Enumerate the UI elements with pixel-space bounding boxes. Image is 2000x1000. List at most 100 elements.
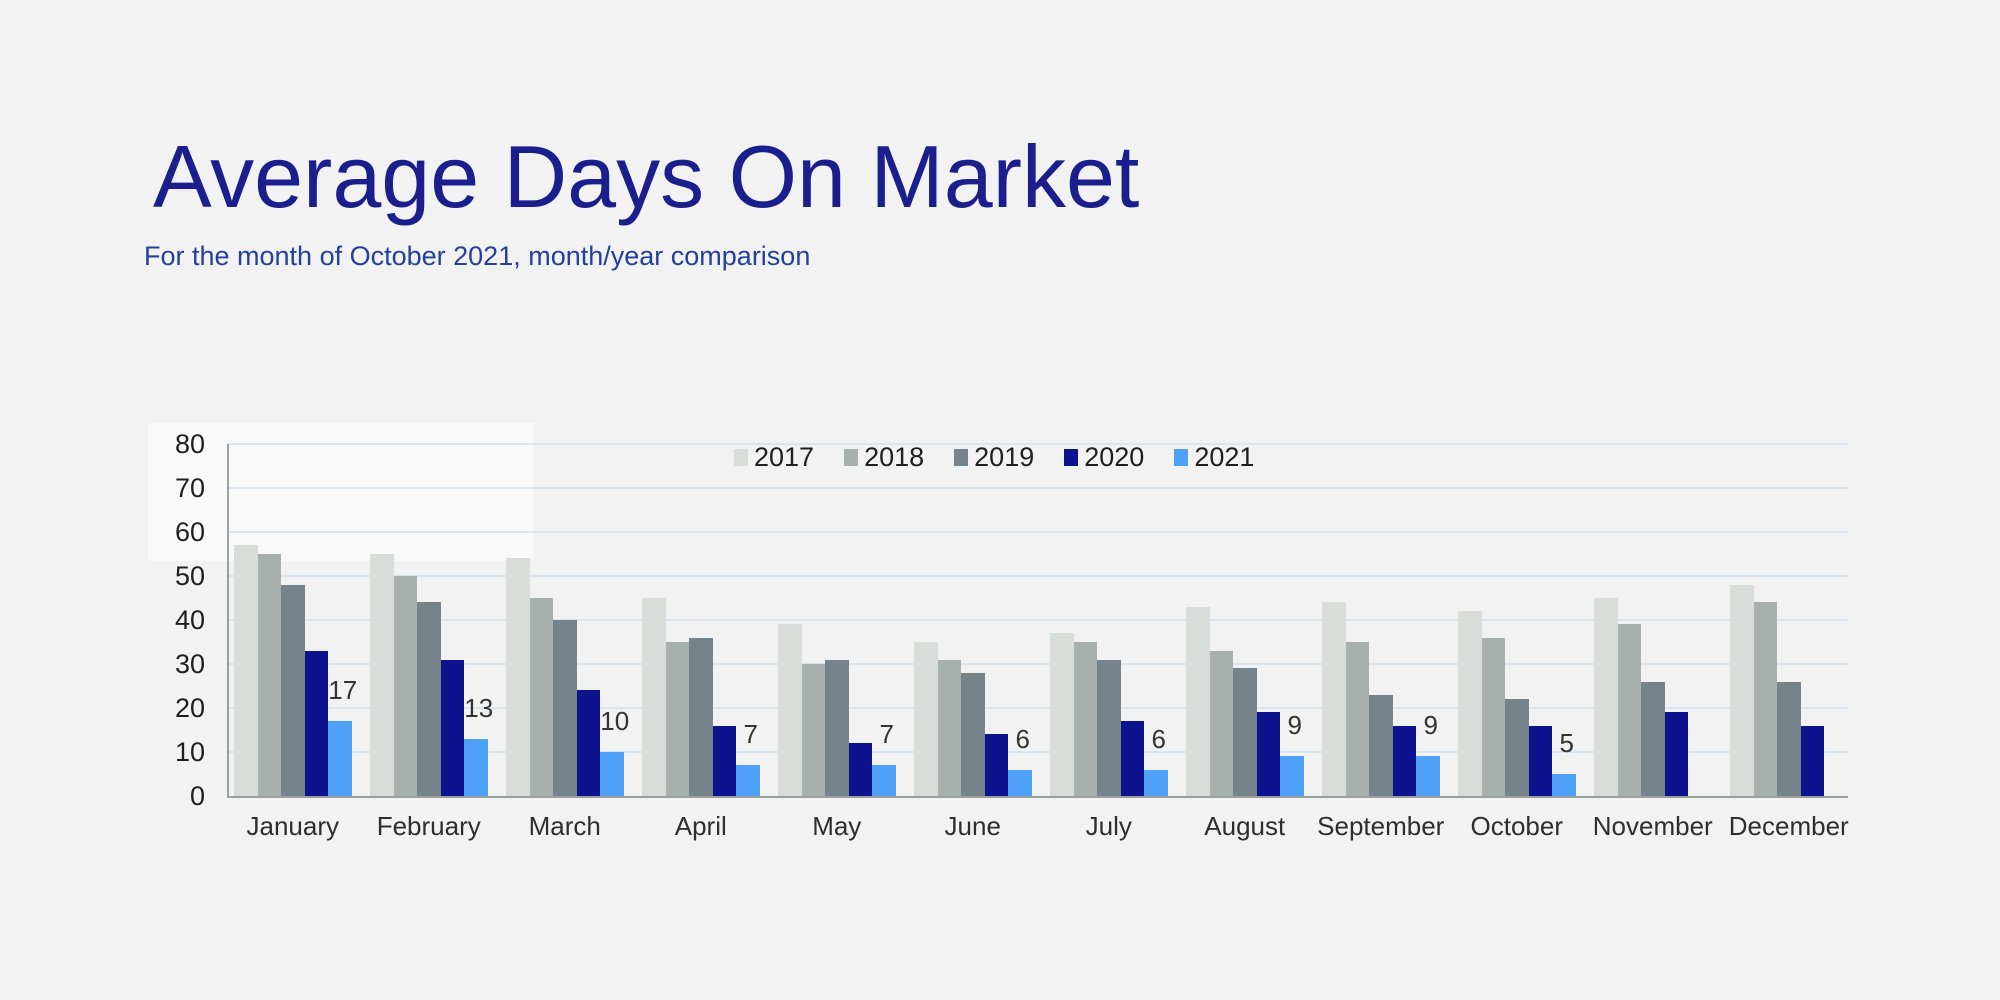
bar-2019-may (825, 659, 849, 796)
bar-2021-april (736, 765, 760, 796)
legend-label-2018: 2018 (864, 442, 925, 472)
bar-2019-february (417, 602, 441, 796)
bar-value-label-september: 9 (1423, 710, 1438, 741)
y-axis-line (227, 444, 229, 798)
legend-label-2020: 2020 (1084, 442, 1145, 472)
x-axis-label-february: February (376, 811, 481, 841)
bar-value-label-may: 7 (879, 719, 894, 750)
bar-2020-may (848, 743, 872, 796)
legend-swatch-2019 (954, 449, 969, 466)
legend-swatch-2018 (844, 449, 859, 466)
gridline-60 (227, 531, 1848, 533)
bar-2021-september (1416, 756, 1440, 796)
legend-swatch-2017 (734, 449, 748, 466)
bar-2020-september (1392, 725, 1416, 796)
legend-item-2020: 2020 (1064, 444, 1144, 471)
x-axis-label-november: November (1592, 811, 1713, 841)
bar-2020-january (304, 650, 328, 796)
x-axis-label-may: May (812, 811, 862, 841)
bar-2018-august (1209, 650, 1233, 796)
bar-2017-july (1050, 633, 1074, 796)
bar-2020-december (1800, 725, 1824, 796)
bar-2018-june (937, 659, 961, 796)
bar-value-label-march: 10 (600, 706, 630, 736)
y-tick-label-20: 20 (174, 693, 205, 723)
bar-2018-january (257, 554, 281, 796)
bar-2018-december (1753, 602, 1777, 796)
y-tick-label-30: 30 (174, 649, 205, 679)
gridline-80 (227, 443, 1848, 445)
highlight-panel (148, 423, 534, 561)
gridline-20 (227, 707, 1848, 709)
bar-2020-june (984, 734, 1008, 796)
gridline-50 (227, 575, 1848, 577)
gridline-10 (227, 751, 1848, 753)
bar-2020-november (1664, 712, 1688, 796)
bar-2019-june (961, 672, 985, 796)
bar-2018-may (801, 664, 825, 796)
bar-2017-june (914, 642, 938, 796)
gridline-30 (227, 663, 1848, 665)
chart-subtitle: For the month of October 2021, month/yea… (144, 241, 811, 271)
bar-2020-april (712, 725, 736, 796)
bar-2018-march (529, 598, 553, 796)
bar-2017-october (1458, 611, 1482, 796)
gridline-40 (227, 619, 1848, 621)
bar-2020-october (1528, 725, 1552, 796)
bar-2017-august (1186, 606, 1210, 796)
bar-2020-february (440, 659, 464, 796)
bar-2019-december (1777, 681, 1801, 796)
x-axis-label-october: October (1470, 811, 1564, 841)
bar-2021-june (1008, 769, 1032, 796)
bar-value-label-january: 17 (328, 675, 358, 706)
legend-item-2019: 2019 (954, 444, 1034, 471)
bar-2019-november (1641, 681, 1665, 796)
bar-2021-january (328, 721, 352, 796)
bar-2019-october (1505, 699, 1529, 796)
bar-2018-february (393, 576, 417, 796)
y-tick-label-0: 0 (189, 781, 205, 811)
legend-label-2019: 2019 (974, 442, 1035, 472)
bar-value-label-october: 5 (1559, 728, 1574, 758)
legend-swatch-2020 (1064, 449, 1079, 466)
bar-2017-april (642, 598, 666, 796)
bar-2019-september (1369, 694, 1393, 796)
x-axis-label-april: April (674, 811, 727, 841)
bar-2017-november (1594, 598, 1618, 796)
bar-2017-december (1730, 584, 1754, 796)
bar-2019-august (1233, 668, 1257, 796)
y-tick-label-80: 80 (174, 429, 205, 459)
bar-2018-july (1073, 642, 1097, 796)
x-axis-label-june: June (944, 811, 1001, 841)
bar-2020-august (1256, 712, 1280, 796)
bar-2018-november (1617, 624, 1641, 796)
bar-2021-july (1144, 769, 1168, 796)
x-axis-label-august: August (1204, 811, 1286, 841)
legend-label-2017: 2017 (754, 442, 815, 472)
bar-2021-may (872, 765, 896, 796)
bar-2017-september (1322, 602, 1346, 796)
bar-value-label-june: 6 (1015, 723, 1030, 754)
y-tick-label-60: 60 (174, 517, 205, 547)
bar-2017-march (506, 558, 530, 796)
bar-value-label-february: 13 (464, 692, 494, 723)
y-tick-label-70: 70 (174, 473, 205, 503)
bar-value-label-july: 6 (1151, 723, 1166, 754)
bar-2020-july (1120, 721, 1144, 796)
bar-2019-april (689, 637, 713, 796)
legend-swatch-2021 (1174, 449, 1189, 466)
bar-value-label-april: 7 (743, 719, 758, 750)
bar-2021-october (1552, 774, 1576, 796)
x-axis-line (227, 796, 1848, 798)
x-axis-label-march: March (528, 811, 601, 841)
bar-2021-february (464, 738, 488, 796)
bar-2019-july (1097, 659, 1121, 796)
bar-value-label-august: 9 (1287, 710, 1302, 741)
bar-2017-january (234, 545, 258, 796)
bar-2021-march (600, 752, 624, 796)
x-axis-label-september: September (1317, 811, 1445, 841)
legend-item-2017: 2017 (734, 444, 814, 471)
y-tick-label-10: 10 (174, 737, 205, 767)
legend-item-2018: 2018 (844, 444, 924, 471)
